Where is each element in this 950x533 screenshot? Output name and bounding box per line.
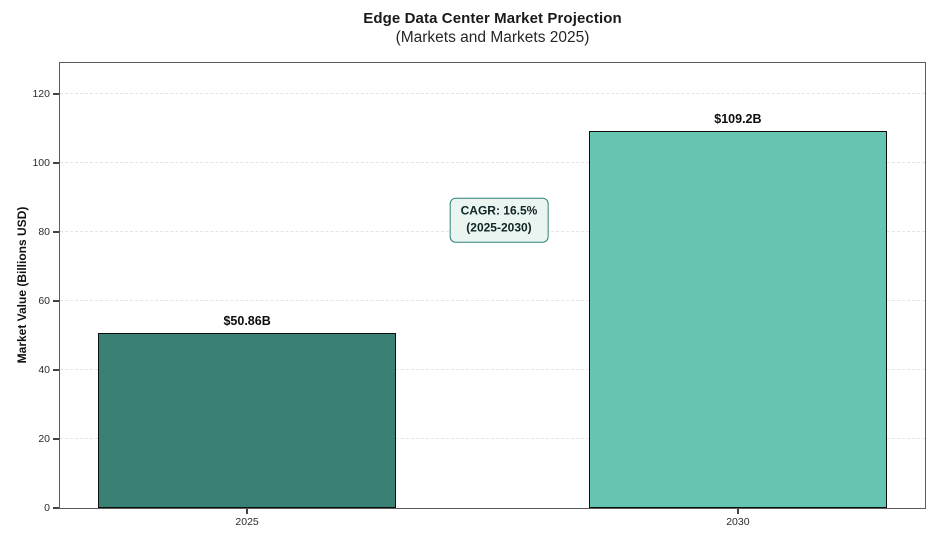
- cagr-annotation: CAGR: 16.5% (2025-2030): [449, 198, 549, 243]
- chart-subtitle: (Markets and Markets 2025): [395, 29, 590, 46]
- y-tick-mark: [53, 93, 59, 95]
- bar-2025: [98, 332, 396, 508]
- chart-title: Edge Data Center Market Projection: [363, 10, 622, 27]
- bar-2030: [589, 131, 887, 508]
- y-tick-label: 120: [32, 87, 50, 100]
- gridline: [60, 369, 925, 371]
- gridline: [60, 162, 925, 164]
- y-tick-label: 100: [32, 156, 50, 169]
- y-tick-mark: [53, 231, 59, 233]
- y-tick-label: 80: [38, 225, 50, 238]
- gridline: [60, 93, 925, 95]
- gridline: [60, 300, 925, 302]
- x-tick-mark: [737, 509, 739, 514]
- bar-value-label: $50.86B: [223, 313, 271, 328]
- bar-value-label: $109.2B: [714, 112, 762, 127]
- y-tick-mark: [53, 162, 59, 164]
- y-tick-mark: [53, 300, 59, 302]
- annotation-line-1: CAGR: 16.5%: [460, 204, 538, 218]
- gridline: [60, 438, 925, 440]
- x-tick-label: 2025: [235, 516, 259, 528]
- y-tick-label: 60: [38, 294, 50, 307]
- plot-area: CAGR: 16.5% (2025-2030) 0 20 40 60 80 100 120 $…: [32, 62, 926, 528]
- y-tick-label: 0: [44, 501, 50, 514]
- y-tick-mark: [53, 369, 59, 371]
- y-tick-mark: [53, 438, 59, 440]
- x-tick-label: 2030: [726, 516, 750, 528]
- y-tick-mark: [53, 507, 59, 509]
- x-tick-mark: [246, 509, 248, 514]
- annotation-line-2: (2025-2030): [466, 220, 532, 235]
- y-tick-label: 40: [38, 363, 50, 376]
- y-tick-label: 20: [38, 432, 50, 445]
